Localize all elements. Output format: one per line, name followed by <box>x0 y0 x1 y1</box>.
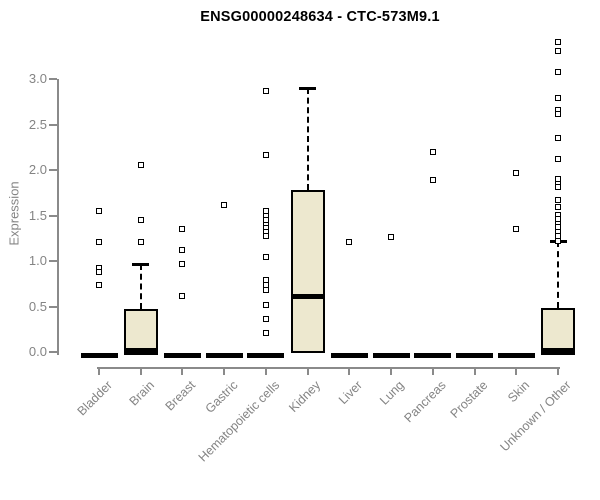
whisker-line <box>557 240 560 309</box>
box <box>123 309 158 355</box>
median-line <box>123 348 158 354</box>
collapsed-box <box>372 353 410 358</box>
y-tick-label: 1.0 <box>28 253 47 268</box>
x-tick-label: Skin <box>505 378 533 406</box>
x-tick <box>223 369 226 375</box>
x-tick <box>348 369 351 375</box>
outlier-point <box>513 226 520 233</box>
y-tick-label: 1.5 <box>28 207 47 223</box>
x-tick-label: Hematopoietic cells <box>195 378 282 465</box>
collapsed-box <box>80 353 118 358</box>
x-tick <box>264 369 267 375</box>
outlier-point <box>429 177 436 183</box>
y-tick-label: 2.0 <box>28 162 47 177</box>
outlier-point <box>179 292 186 299</box>
y-tick <box>49 78 57 80</box>
whisker-cap <box>299 87 317 91</box>
outlier-point <box>262 301 269 308</box>
y-tick <box>49 214 57 217</box>
whisker-line <box>306 88 309 190</box>
x-tick-label: Gastric <box>202 378 241 416</box>
outlier-point <box>96 281 102 288</box>
y-axis-line <box>57 79 59 355</box>
outlier-point <box>179 247 186 254</box>
outlier-point <box>262 152 269 159</box>
y-tick <box>49 123 57 126</box>
outlier-point <box>555 47 562 54</box>
outlier-point <box>555 95 562 102</box>
outlier-point <box>555 204 562 211</box>
outlier-point <box>137 238 144 245</box>
outlier-point <box>221 202 228 209</box>
x-axis-line <box>97 367 560 369</box>
box <box>290 190 325 354</box>
collapsed-box <box>330 353 368 358</box>
y-tick <box>49 169 57 171</box>
x-tick <box>515 369 518 375</box>
x-tick-label: Bladder <box>74 378 115 419</box>
y-tick-label: 0.5 <box>28 298 47 314</box>
outlier-point <box>513 169 520 176</box>
outlier-point <box>96 268 102 275</box>
x-tick-label: Liver <box>336 378 366 408</box>
x-tick <box>473 369 476 375</box>
outlier-point <box>262 87 269 94</box>
outlier-point <box>262 233 269 240</box>
x-tick <box>181 369 184 375</box>
y-tick <box>49 351 57 353</box>
whisker-line <box>139 263 142 310</box>
whisker-cap <box>132 262 150 266</box>
outlier-point <box>388 234 395 241</box>
outlier-point <box>262 287 269 294</box>
chart-title: ENSG00000248634 - CTC-573M9.1 <box>200 9 440 25</box>
outlier-point <box>429 148 436 155</box>
outlier-point <box>346 238 353 245</box>
x-tick-label: Pancreas <box>401 378 449 426</box>
y-tick <box>49 305 57 308</box>
y-tick-label: 0.0 <box>28 344 47 359</box>
outlier-point <box>262 316 269 323</box>
x-tick <box>390 369 393 375</box>
x-tick-label: Brain <box>126 378 157 409</box>
median-line <box>541 348 576 354</box>
outlier-point <box>137 162 144 169</box>
y-tick <box>49 260 57 262</box>
collapsed-box <box>414 353 452 358</box>
x-tick-label: Kidney <box>286 378 324 415</box>
outlier-point <box>555 237 562 244</box>
y-tick-label: 2.5 <box>28 116 47 132</box>
x-tick <box>306 369 309 375</box>
outlier-point <box>179 260 186 267</box>
collapsed-box <box>247 353 285 358</box>
collapsed-box <box>497 353 535 358</box>
x-tick <box>139 369 142 375</box>
x-tick <box>431 369 434 375</box>
x-tick-label: Lung <box>377 378 408 408</box>
outlier-point <box>555 38 562 45</box>
x-tick-label: Prostate <box>447 378 491 421</box>
median-line <box>290 293 325 299</box>
outlier-point <box>555 184 562 191</box>
collapsed-box <box>205 353 243 358</box>
outlier-point <box>179 226 186 233</box>
collapsed-box <box>163 353 201 358</box>
outlier-point <box>137 217 144 224</box>
x-tick-label: Breast <box>162 378 199 414</box>
x-tick <box>98 369 100 375</box>
outlier-point <box>555 110 562 117</box>
x-tick <box>557 369 560 375</box>
outlier-point <box>262 329 269 336</box>
outlier-point <box>555 68 562 75</box>
outlier-point <box>555 197 562 204</box>
collapsed-box <box>456 353 494 358</box>
outlier-point <box>262 254 269 261</box>
outlier-point <box>555 156 562 163</box>
outlier-point <box>555 135 562 142</box>
y-tick-label: 3.0 <box>28 71 47 86</box>
outlier-point <box>96 207 102 214</box>
box <box>541 308 576 355</box>
outlier-point <box>96 238 102 245</box>
